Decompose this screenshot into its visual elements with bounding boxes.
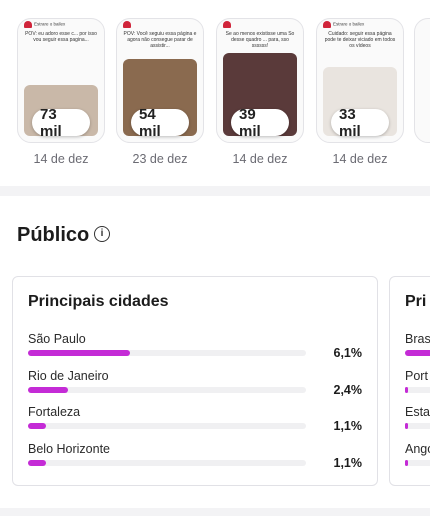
progress-track xyxy=(28,460,306,466)
thumbnail-date: 14 de dez xyxy=(332,152,388,166)
content-thumbnail-5[interactable] xyxy=(414,18,430,143)
content-thumbnail-4[interactable]: Estrare o bailex Cuidado: seguir essa pá… xyxy=(316,18,404,143)
views-badge: 39 mil xyxy=(231,106,289,140)
views-badge: 33 mil xyxy=(331,106,389,140)
city-name: Belo Horizonte xyxy=(28,442,110,456)
top-content-strip[interactable]: Estrare o bailex POV: eu adoro esse c...… xyxy=(0,0,430,186)
thumbnail-caption: Se ao menos existisse uma So desse quadr… xyxy=(225,31,295,49)
top-cities-card[interactable]: Principais cidades São Paulo 6,1% Rio de… xyxy=(12,276,378,486)
progress-fill xyxy=(28,460,47,466)
progress-fill xyxy=(405,423,408,429)
progress-fill xyxy=(28,387,69,393)
thumbnail-date: 14 de dez xyxy=(33,152,89,166)
section-title: Público xyxy=(17,224,90,246)
progress-track xyxy=(405,350,430,356)
city-row: São Paulo 6,1% xyxy=(28,332,362,366)
card-title: Pri xyxy=(405,293,427,310)
progress-track xyxy=(28,423,306,429)
progress-fill xyxy=(405,460,408,466)
next-section-edge xyxy=(0,508,430,516)
city-percentage: 6,1% xyxy=(333,346,363,360)
country-row: Bras xyxy=(405,332,430,366)
city-name: São Paulo xyxy=(28,332,86,346)
thumbnail-caption: POV: eu adoro esse c... por isso vou seg… xyxy=(25,31,97,43)
thumbnail-caption: POV: Você seguiu essa página e agora não… xyxy=(123,31,197,49)
city-name: Fortaleza xyxy=(28,405,81,419)
card-title: Principais cidades xyxy=(28,293,169,310)
top-countries-card[interactable]: Pri Bras Port Esta Ango xyxy=(389,276,430,486)
country-name: Port xyxy=(405,369,428,383)
heart-icon xyxy=(323,21,331,28)
city-name: Rio de Janeiro xyxy=(28,369,109,383)
city-percentage: 1,1% xyxy=(333,456,363,470)
city-row: Fortaleza 1,1% xyxy=(28,405,362,439)
progress-fill xyxy=(405,350,430,356)
heart-icon xyxy=(123,21,131,28)
country-name: Bras xyxy=(405,332,430,346)
views-badge: 73 mil xyxy=(32,106,90,140)
heart-icon xyxy=(223,21,231,28)
thumbnail-caption: Cuidado: seguir essa página pode te deix… xyxy=(324,31,396,49)
progress-fill xyxy=(28,350,130,356)
country-name: Esta xyxy=(405,405,430,419)
public-section: Público i Principais cidades São Paulo 6… xyxy=(0,196,430,508)
thumbnail-date: 14 de dez xyxy=(232,152,288,166)
city-percentage: 1,1% xyxy=(333,419,363,433)
progress-track xyxy=(28,350,306,356)
progress-track xyxy=(28,387,306,393)
progress-fill xyxy=(405,387,409,393)
city-row: Rio de Janeiro 2,4% xyxy=(28,369,362,403)
thumbnail-header xyxy=(223,21,233,28)
info-icon[interactable]: i xyxy=(94,226,110,242)
country-row: Esta xyxy=(405,405,430,439)
thumbnail-header: Estrare o bailex xyxy=(323,21,364,28)
progress-track xyxy=(405,423,430,429)
content-thumbnail-3[interactable]: Se ao menos existisse uma So desse quadr… xyxy=(216,18,304,143)
city-percentage: 2,4% xyxy=(333,383,363,397)
progress-track xyxy=(405,387,430,393)
progress-track xyxy=(405,460,430,466)
views-badge: 54 mil xyxy=(131,106,189,140)
city-row: Belo Horizonte 1,1% xyxy=(28,442,362,476)
thumbnail-header: Estrare o bailex xyxy=(24,21,65,28)
content-thumbnail-2[interactable]: POV: Você seguiu essa página e agora não… xyxy=(116,18,204,143)
heart-icon xyxy=(24,21,32,28)
thumbnail-date: 23 de dez xyxy=(132,152,188,166)
thumbnail-header xyxy=(123,21,133,28)
country-row: Ango xyxy=(405,442,430,476)
content-thumbnail-1[interactable]: Estrare o bailex POV: eu adoro esse c...… xyxy=(17,18,105,143)
progress-fill xyxy=(28,423,47,429)
country-name: Ango xyxy=(405,442,430,456)
country-row: Port xyxy=(405,369,430,403)
